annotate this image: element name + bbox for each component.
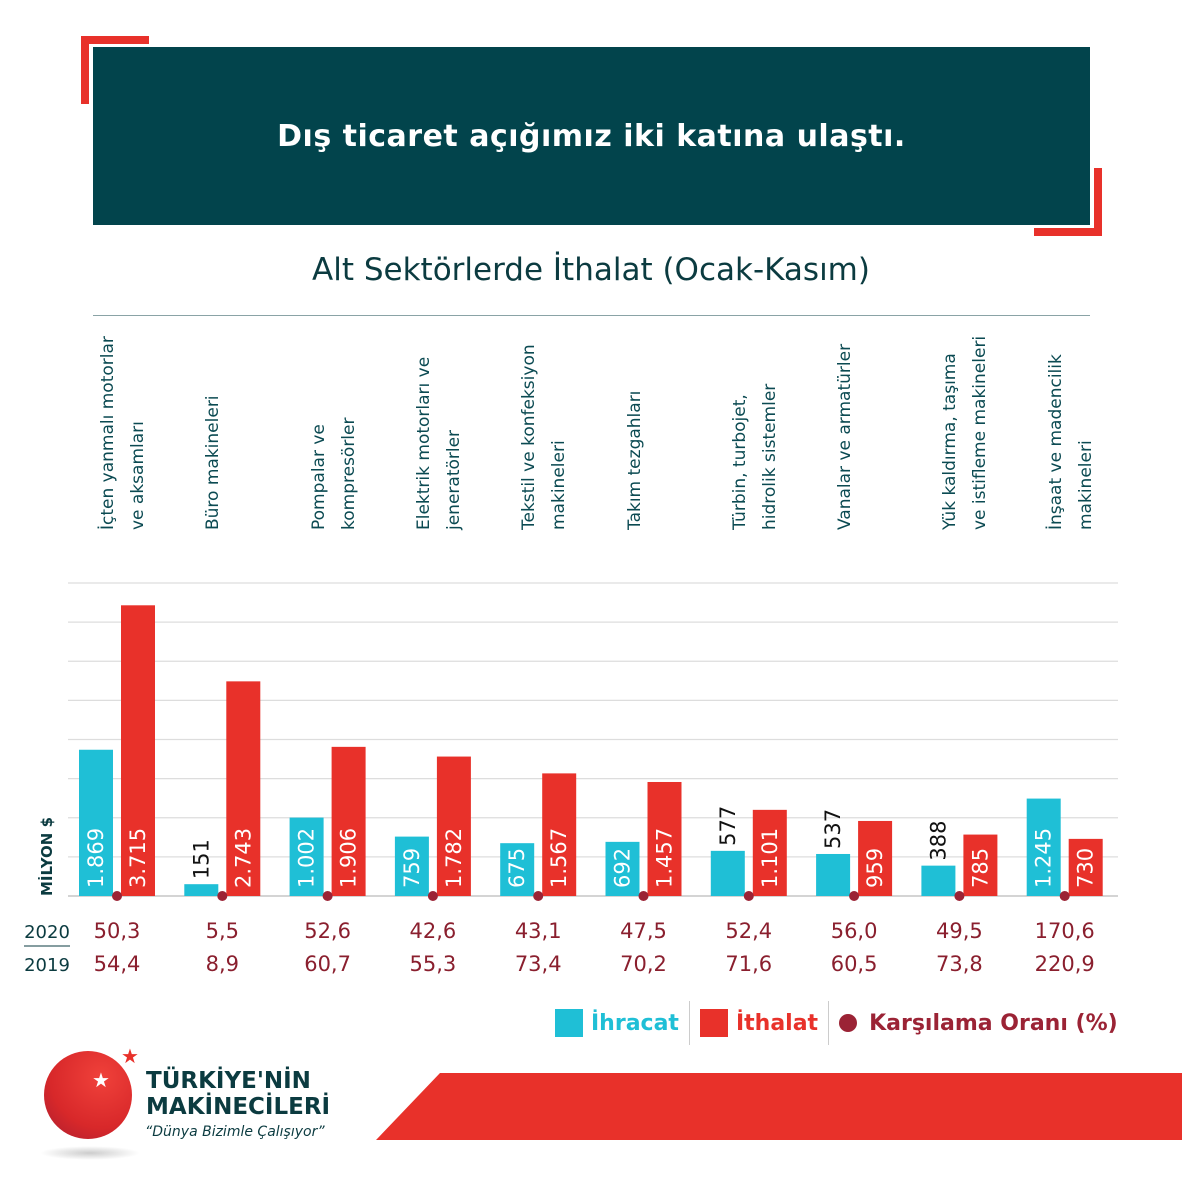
- bar-value-label: 1.869: [84, 828, 108, 888]
- import-bar: [331, 746, 366, 896]
- coverage-dot: [954, 891, 965, 901]
- bar-value-label: 1.002: [295, 828, 319, 888]
- coverage-dot: [322, 891, 333, 901]
- coverage-value: 220,9: [1035, 952, 1095, 976]
- bar-value-label: 577: [716, 806, 740, 846]
- coverage-value: 52,6: [304, 919, 351, 943]
- import-bar: [542, 773, 577, 896]
- coverage-value: 170,6: [1035, 919, 1095, 943]
- bar-value-label: 692: [611, 848, 635, 888]
- coverage-dot: [112, 891, 122, 901]
- import-bar: [647, 781, 682, 896]
- export-bar: [921, 865, 956, 896]
- coverage-value: 42,6: [410, 919, 457, 943]
- y-axis-label: MİLYON $: [37, 817, 56, 896]
- import-bar: [1068, 838, 1103, 896]
- coverage-value: 49,5: [936, 919, 983, 943]
- import-bar: [963, 834, 998, 896]
- bar-value-label: 388: [926, 821, 950, 861]
- coverage-value: 47,5: [620, 919, 667, 943]
- year-label: 2019: [24, 955, 70, 976]
- import-bar: [752, 809, 787, 896]
- divider: [93, 315, 1090, 316]
- bar-value-label: 1.245: [1032, 828, 1056, 888]
- export-bar: [394, 836, 429, 896]
- brand-logo-text: TÜRKİYE'NİN MAKİNECİLERİ: [146, 1068, 331, 1120]
- star-icon: ★: [92, 1068, 110, 1092]
- coverage-dot: [743, 891, 754, 901]
- bar-value-label: 959: [863, 848, 887, 888]
- coverage-value: 43,1: [515, 919, 562, 943]
- legend: İhracat İthalat Karşılama Oranı (%): [545, 1001, 1128, 1045]
- logo-shadow: [40, 1146, 140, 1160]
- page-title: Dış ticaret açığımız iki katına ulaştı.: [277, 118, 906, 154]
- bar-value-label: 2.743: [231, 828, 255, 888]
- coverage-dot: [427, 891, 438, 901]
- coverage-value: 52,4: [725, 919, 772, 943]
- import-bar: [436, 756, 471, 896]
- import-bar: [226, 681, 261, 896]
- coverage-value: 56,0: [831, 919, 878, 943]
- coverage-value: 5,5: [206, 919, 239, 943]
- coverage-dot: [533, 891, 544, 901]
- coverage-value: 60,5: [831, 952, 878, 976]
- export-bar: [1026, 798, 1061, 896]
- bar-value-label: 759: [400, 848, 424, 888]
- bar-value-label: 3.715: [126, 828, 150, 888]
- coverage-value: 70,2: [620, 952, 667, 976]
- bar-value-label: 675: [505, 848, 529, 888]
- coverage-dot: [217, 891, 228, 901]
- bar-value-label: 1.101: [758, 828, 782, 888]
- export-bar: [184, 884, 219, 896]
- header-banner: Dış ticaret açığımız iki katına ulaştı.: [93, 47, 1090, 225]
- bar-value-label: 1.457: [653, 828, 677, 888]
- bar-value-label: 1.567: [547, 828, 571, 888]
- bar-value-label: 1.906: [337, 828, 361, 888]
- export-bar: [79, 749, 113, 896]
- bar-value-label: 730: [1074, 848, 1098, 888]
- bar-value-label: 785: [968, 848, 992, 888]
- footer-stripe: [376, 1073, 1182, 1140]
- coverage-value: 50,3: [94, 919, 141, 943]
- export-bar: [816, 853, 851, 896]
- coverage-dot: [1059, 891, 1070, 901]
- year-label: 2020: [24, 922, 70, 943]
- import-bar: [121, 605, 155, 896]
- chart-title: Alt Sektörlerde İthalat (Ocak-Kasım): [312, 252, 870, 288]
- logo-ball-icon: [44, 1051, 132, 1139]
- brand-slogan: “Dünya Bizimle Çalışıyor”: [145, 1124, 325, 1140]
- legend-coverage: Karşılama Oranı (%): [828, 1001, 1128, 1045]
- legend-export: İhracat: [545, 1001, 689, 1045]
- coverage-dot: [849, 891, 860, 901]
- export-bar: [289, 817, 324, 896]
- export-bar: [710, 850, 745, 896]
- coverage-value: 8,9: [206, 952, 239, 976]
- coverage-value: 71,6: [725, 952, 772, 976]
- bar-value-label: 537: [821, 809, 845, 849]
- star-icon: ★: [121, 1044, 139, 1068]
- coverage-dot: [638, 891, 649, 901]
- coverage-value: 73,4: [515, 952, 562, 976]
- coverage-value: 55,3: [410, 952, 457, 976]
- bar-chart: MİLYON $ 1.869 3.715 50,3 54,4 151 2.743 5,5 8,9…: [24, 582, 1118, 976]
- coverage-value: 60,7: [304, 952, 351, 976]
- coverage-value: 73,8: [936, 952, 983, 976]
- legend-import: İthalat: [688, 1001, 828, 1045]
- coverage-value: 54,4: [94, 952, 141, 976]
- export-bar: [605, 841, 640, 896]
- import-bar: [858, 820, 893, 896]
- export-bar: [500, 843, 535, 896]
- bar-value-label: 151: [189, 839, 213, 879]
- bar-value-label: 1.782: [442, 828, 466, 888]
